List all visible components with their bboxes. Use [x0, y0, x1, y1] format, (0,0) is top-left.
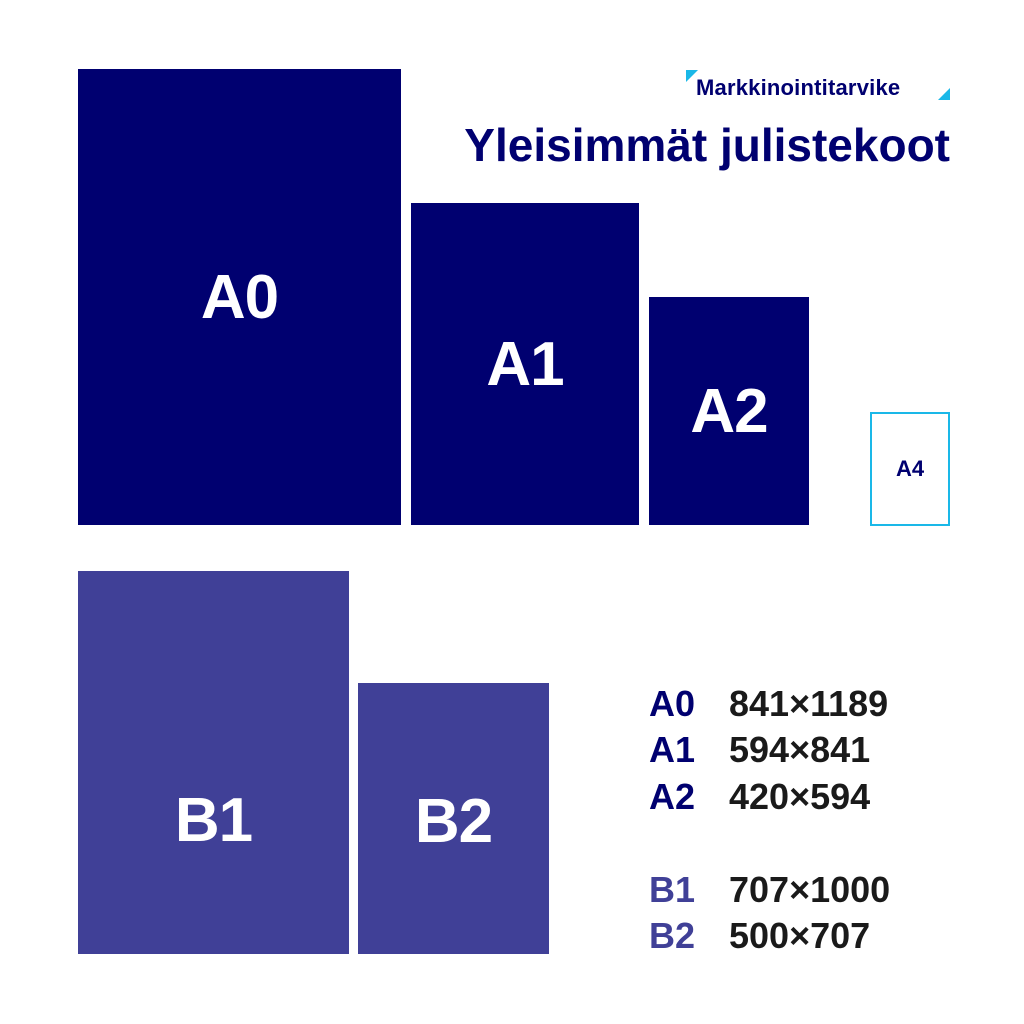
size-label: B1 — [649, 869, 696, 910]
size-row-b1: B1 707×1000 — [649, 869, 890, 911]
sheet-label: A4 — [895, 456, 925, 481]
sheet-a0: A0 — [78, 69, 401, 525]
size-value: 420×594 — [729, 776, 871, 817]
sheet-a1: A1 — [411, 203, 639, 525]
size-value: 707×1000 — [729, 869, 891, 910]
size-label: A1 — [649, 729, 696, 770]
size-row-a2: A2 420×594 — [649, 776, 870, 818]
sheet-label: B1 — [174, 785, 253, 855]
size-label: B2 — [649, 915, 696, 956]
size-value: 500×707 — [729, 915, 871, 956]
logo-triangle-icon — [686, 70, 698, 82]
sheet-a2: A2 — [649, 297, 809, 525]
size-row-a1: A1 594×841 — [649, 729, 870, 771]
brand-logo: Markkinointitarvike — [686, 70, 950, 102]
size-row-b2: B2 500×707 — [649, 915, 870, 957]
size-label: A0 — [649, 683, 696, 724]
page-title: Yleisimmät julistekoot — [464, 119, 950, 171]
brand-name: Markkinointitarvike — [696, 75, 901, 100]
sheet-b2: B2 — [358, 683, 549, 954]
size-value: 594×841 — [729, 729, 871, 770]
sheet-label: A0 — [200, 262, 279, 332]
sheet-a4: A4 — [870, 412, 950, 526]
logo-triangle-icon — [938, 88, 950, 100]
sheet-label: A2 — [690, 376, 768, 446]
size-label: A2 — [649, 776, 696, 817]
sheet-label: B2 — [414, 787, 493, 856]
sheet-label: A1 — [486, 329, 564, 399]
size-row-a0: A0 841×1189 — [649, 683, 888, 725]
size-value: 841×1189 — [729, 683, 889, 724]
sheet-b1: B1 — [78, 571, 349, 954]
